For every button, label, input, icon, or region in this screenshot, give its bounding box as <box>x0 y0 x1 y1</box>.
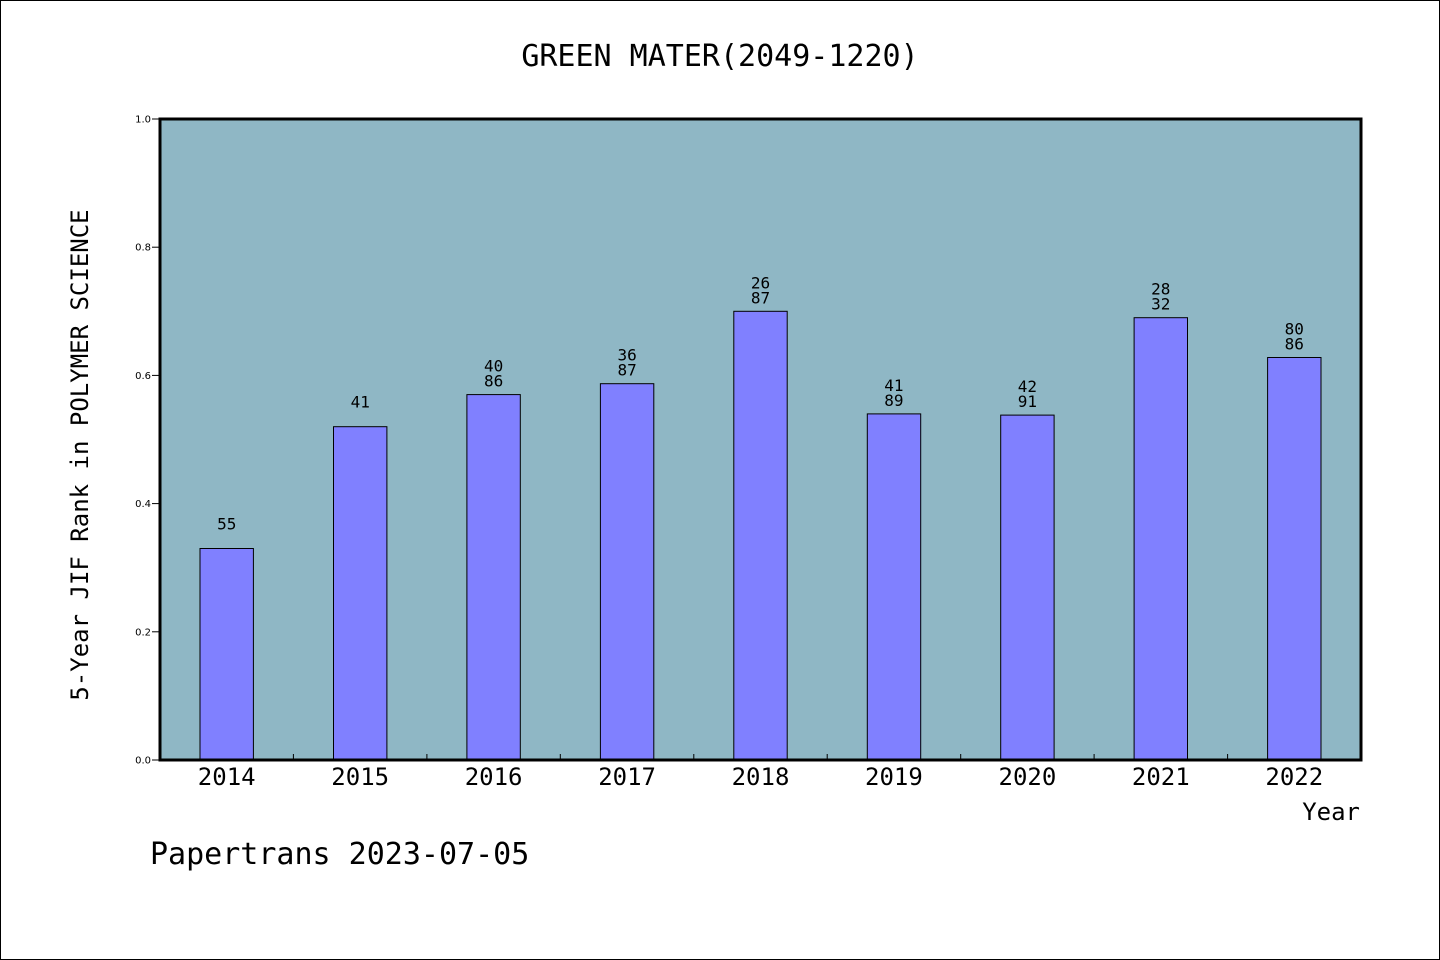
bar-2016 <box>466 394 521 761</box>
x-tick-label-2017: 2017 <box>598 763 656 791</box>
data-label-2017-line2: 87 <box>617 361 636 380</box>
data-label-2021-line2: 32 <box>1151 295 1170 314</box>
bar-2022 <box>1267 357 1322 761</box>
data-label-2014: 55 <box>217 515 236 534</box>
data-label-2015: 41 <box>351 393 370 412</box>
x-tick-label-2018: 2018 <box>732 763 790 791</box>
data-label-2020-line1: 42 <box>1018 377 1037 396</box>
bar-2018 <box>733 310 788 761</box>
data-label-2016-line1: 40 <box>484 357 503 376</box>
x-tick-label-2020: 2020 <box>999 763 1057 791</box>
footer-credit: Papertrans 2023-07-05 <box>150 837 529 872</box>
x-tick-label-2015: 2015 <box>331 763 389 791</box>
data-label-2018-line2: 87 <box>751 288 770 307</box>
data-label-2016-line2: 86 <box>484 372 503 391</box>
x-axis-label: Year <box>1302 798 1360 826</box>
bar-2021 <box>1133 317 1188 761</box>
data-label-2020-line2: 91 <box>1018 392 1037 411</box>
y-tick-label-0.0: 0.0 <box>135 756 151 767</box>
bar-2017 <box>599 383 655 761</box>
plot-border <box>158 117 1363 762</box>
x-tick-label-2014: 2014 <box>198 763 256 791</box>
x-tick-label-2022: 2022 <box>1265 763 1323 791</box>
y-tick-label-0.8: 0.8 <box>135 243 151 254</box>
bars-group <box>199 310 1322 761</box>
bar-2014 <box>199 548 254 761</box>
x-axis: 2014 2015 2016 2017 2018 2019 2020 2021 2022 <box>198 754 1323 791</box>
y-tick-label-0.4: 0.4 <box>135 499 151 510</box>
x-tick-label-2021: 2021 <box>1132 763 1190 791</box>
data-label-2022-line2: 86 <box>1285 335 1304 354</box>
bar-2020 <box>1000 414 1055 761</box>
y-tick-label-1.0: 1.0 <box>135 115 151 126</box>
y-tick-label-0.2: 0.2 <box>135 627 151 638</box>
bar-2015 <box>333 426 388 761</box>
y-tick-label-0.6: 0.6 <box>135 371 151 382</box>
data-label-2022-line1: 80 <box>1285 320 1304 339</box>
y-axis: 0.0 0.2 0.4 0.6 0.8 1.0 <box>135 115 160 767</box>
data-label-2017-line1: 36 <box>617 346 636 365</box>
data-label-2019-line1: 41 <box>884 376 903 395</box>
x-tick-label-2016: 2016 <box>465 763 523 791</box>
data-label-2021-line1: 28 <box>1151 280 1170 299</box>
data-label-2019-line2: 89 <box>884 391 903 410</box>
x-tick-label-2019: 2019 <box>865 763 923 791</box>
bar-2019 <box>866 413 922 761</box>
y-axis-label: 5-Year JIF Rank in POLYMER SCIENCE <box>66 209 94 700</box>
data-label-2018-line1: 26 <box>751 273 770 292</box>
chart-title: GREEN MATER(2049-1220) <box>521 39 918 74</box>
